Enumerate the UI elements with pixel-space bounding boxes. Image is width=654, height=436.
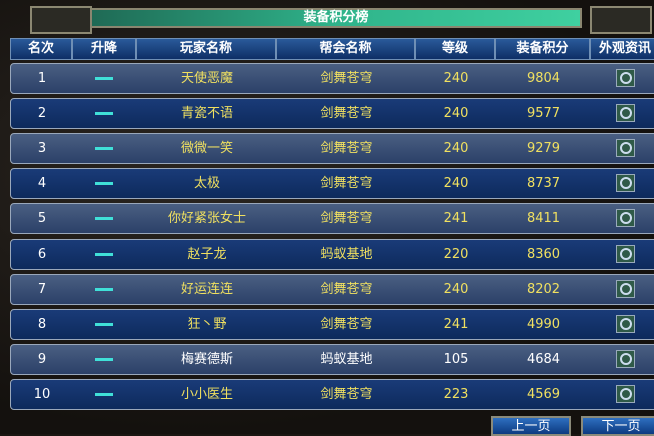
- dash-icon: [95, 252, 113, 256]
- magnifier-icon[interactable]: [616, 384, 635, 403]
- column-header-score: 装备积分: [495, 38, 590, 60]
- level-cell: 241: [443, 211, 469, 227]
- player-name[interactable]: 赵子龙: [187, 246, 227, 262]
- dash-icon: [95, 77, 113, 80]
- table-row[interactable]: 7 好运连连 剑舞苍穹 240 8202: [10, 273, 654, 305]
- dash-icon: [95, 392, 113, 396]
- level-cell: 223: [443, 386, 469, 402]
- score-cell: 4990: [526, 316, 561, 332]
- table-row[interactable]: 4 太极 剑舞苍穹 240 8737: [10, 168, 654, 200]
- player-name[interactable]: 微微一笑: [180, 141, 233, 157]
- ornament-left: [30, 6, 92, 34]
- dash-icon: [95, 112, 113, 116]
- ornament-right: [590, 6, 652, 34]
- guild-name: 剑舞苍穹: [320, 211, 373, 227]
- column-header-change: 升降: [72, 38, 136, 60]
- guild-name: 剑舞苍穹: [320, 176, 373, 192]
- level-cell: 241: [443, 316, 469, 332]
- level-cell: 105: [443, 351, 469, 367]
- score-cell: 8360: [526, 246, 561, 262]
- magnifier-icon[interactable]: [616, 209, 635, 228]
- dash-icon: [95, 322, 113, 326]
- level-cell: 240: [443, 71, 469, 86]
- dash-icon: [95, 287, 113, 291]
- guild-name: 剑舞苍穹: [320, 141, 373, 157]
- dash-icon: [95, 147, 113, 151]
- rank-cell: 7: [37, 281, 47, 297]
- magnifier-icon[interactable]: [616, 279, 635, 298]
- level-cell: 240: [443, 281, 469, 297]
- score-cell: 8737: [526, 176, 561, 192]
- player-name[interactable]: 小小医生: [180, 386, 233, 402]
- magnifier-icon[interactable]: [616, 314, 635, 333]
- table-row[interactable]: 1 天使恶魔 剑舞苍穹 240 9804: [10, 63, 654, 94]
- page-title: 装备积分榜: [90, 8, 582, 28]
- dash-icon: [95, 217, 113, 221]
- table-row[interactable]: 2 青瓷不语 剑舞苍穹 240 9577: [10, 98, 654, 130]
- rank-cell: 2: [37, 106, 47, 122]
- player-name[interactable]: 好运连连: [180, 281, 233, 297]
- score-cell: 9279: [526, 141, 561, 157]
- player-name[interactable]: 太极: [193, 176, 220, 192]
- table-row[interactable]: 9 梅赛德斯 蚂蚁基地 105 4684: [10, 343, 654, 375]
- guild-name: 剑舞苍穹: [320, 71, 373, 86]
- rank-cell: 3: [37, 141, 47, 157]
- score-cell: 8411: [526, 211, 561, 227]
- player-name[interactable]: 梅赛德斯: [180, 351, 233, 367]
- next-page-button[interactable]: 下一页: [581, 416, 654, 436]
- rank-cell: 6: [37, 246, 47, 262]
- score-cell: 4569: [526, 386, 561, 402]
- table-row[interactable]: 10 小小医生 剑舞苍穹 223 4569: [10, 378, 654, 410]
- player-name[interactable]: 你好紧张女士: [167, 211, 246, 227]
- level-cell: 240: [443, 141, 469, 157]
- rank-cell: 5: [37, 211, 47, 227]
- score-cell: 8202: [526, 281, 561, 297]
- table-row[interactable]: 8 狂丶野 剑舞苍穹 241 4990: [10, 308, 654, 340]
- magnifier-icon[interactable]: [616, 244, 635, 263]
- table-row[interactable]: 3 微微一笑 剑舞苍穹 240 9279: [10, 133, 654, 165]
- column-header-guild: 帮会名称: [276, 38, 415, 60]
- magnifier-icon[interactable]: [616, 139, 635, 158]
- player-name[interactable]: 狂丶野: [187, 316, 227, 332]
- guild-name: 剑舞苍穹: [320, 106, 373, 122]
- magnifier-icon[interactable]: [616, 349, 635, 368]
- guild-name: 剑舞苍穹: [320, 281, 373, 297]
- prev-page-button[interactable]: 上一页: [491, 416, 571, 436]
- column-header-player: 玩家名称: [136, 38, 276, 60]
- score-cell: 9577: [526, 106, 561, 122]
- dash-icon: [95, 357, 113, 361]
- guild-name: 剑舞苍穹: [320, 316, 373, 332]
- rank-cell: 9: [37, 351, 47, 367]
- rank-cell: 8: [37, 316, 47, 332]
- magnifier-icon[interactable]: [616, 69, 635, 87]
- level-cell: 240: [443, 176, 469, 192]
- score-cell: 9804: [526, 71, 561, 86]
- column-header-level: 等级: [415, 38, 495, 60]
- rank-cell: 1: [37, 71, 47, 86]
- player-name[interactable]: 青瓷不语: [180, 106, 233, 122]
- column-header-rank: 名次: [10, 38, 72, 60]
- dash-icon: [95, 182, 113, 186]
- rank-cell: 10: [33, 386, 51, 402]
- guild-name: 剑舞苍穹: [320, 386, 373, 402]
- level-cell: 240: [443, 106, 469, 122]
- guild-name: 蚂蚁基地: [320, 246, 373, 262]
- table-row[interactable]: 5 你好紧张女士 剑舞苍穹 241 8411: [10, 203, 654, 235]
- guild-name: 蚂蚁基地: [320, 351, 373, 367]
- magnifier-icon[interactable]: [616, 174, 635, 193]
- column-header-appearance: 外观资讯: [590, 38, 654, 60]
- score-cell: 4684: [526, 351, 561, 367]
- level-cell: 220: [443, 246, 469, 262]
- rank-cell: 4: [37, 176, 47, 192]
- player-name[interactable]: 天使恶魔: [180, 71, 233, 86]
- table-row[interactable]: 6 赵子龙 蚂蚁基地 220 8360: [10, 238, 654, 270]
- magnifier-icon[interactable]: [616, 104, 635, 123]
